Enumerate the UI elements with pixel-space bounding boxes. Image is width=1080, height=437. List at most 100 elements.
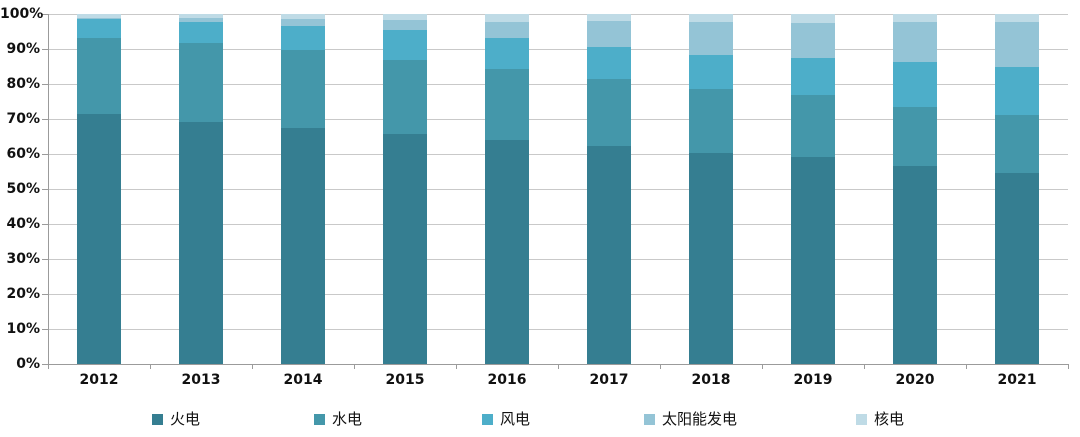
bar-segment-2021-series-0: [995, 172, 1039, 364]
bar-segment-2016-series-4: [485, 14, 529, 22]
x-tick-label: 2018: [691, 372, 731, 388]
bar-segment-2013-series-2: [179, 22, 223, 44]
bar-segment-2020-series-4: [893, 14, 937, 23]
x-tick-label: 2017: [589, 372, 629, 388]
gridline: [48, 83, 1068, 85]
y-axis-line: [48, 14, 49, 365]
bar-segment-2019-series-2: [791, 58, 835, 95]
bar-segment-2020-series-0: [893, 165, 937, 364]
x-tick-label: 2015: [385, 372, 425, 388]
bar-segment-2018-series-0: [689, 153, 733, 364]
gridline: [48, 293, 1068, 295]
legend-item-0: 火电: [152, 408, 200, 430]
bar-segment-2019-series-1: [791, 94, 835, 157]
bar-segment-2014-series-0: [281, 128, 325, 364]
bar-segment-2015-series-4: [383, 14, 427, 20]
gridline: [48, 258, 1068, 260]
gridline: [48, 118, 1068, 120]
bar-segment-2018-series-1: [689, 88, 733, 154]
bar-segment-2017-series-4: [587, 14, 631, 22]
bar-segment-2020-series-3: [893, 22, 937, 63]
y-tick-label: 0%: [16, 356, 40, 372]
bar-segment-2015-series-1: [383, 59, 427, 135]
y-tick-label: 10%: [6, 321, 40, 337]
bar-segment-2020-series-2: [893, 62, 937, 108]
y-tick-label: 70%: [6, 111, 40, 127]
legend-label: 太阳能发电: [662, 409, 738, 428]
y-axis-tick: [42, 13, 48, 15]
gridline: [48, 153, 1068, 155]
bar-segment-2018-series-3: [689, 22, 733, 55]
bar-segment-2016-series-3: [485, 21, 529, 39]
y-tick-label: 90%: [6, 41, 40, 57]
bar-segment-2015-series-0: [383, 134, 427, 364]
y-axis-tick: [42, 153, 48, 155]
x-tick-label: 2016: [487, 372, 527, 388]
bar-segment-2012-series-0: [77, 113, 121, 364]
gridline: [48, 188, 1068, 190]
x-axis-tick: [966, 364, 967, 369]
bar-segment-2017-series-0: [587, 146, 631, 364]
bar-segment-2013-series-0: [179, 121, 223, 364]
x-tick-label: 2014: [283, 372, 323, 388]
bar-segment-2019-series-3: [791, 22, 835, 59]
legend-label: 水电: [332, 409, 363, 428]
legend-label: 核电: [874, 409, 905, 428]
legend-item-1: 水电: [314, 408, 362, 430]
bar-segment-2018-series-4: [689, 14, 733, 23]
y-axis-tick: [42, 48, 48, 50]
bar-segment-2015-series-3: [383, 19, 427, 30]
y-tick-label: 30%: [6, 251, 40, 267]
legend-item-4: 核电: [856, 408, 904, 430]
bar-segment-2012-series-4: [77, 14, 121, 19]
y-axis-tick: [42, 118, 48, 120]
x-tick-label: 2012: [79, 372, 119, 388]
gridline: [48, 328, 1068, 330]
y-axis-tick: [42, 258, 48, 260]
y-axis-tick: [42, 223, 48, 225]
bar-segment-2018-series-2: [689, 54, 733, 89]
legend-marker: [644, 413, 655, 425]
bar-segment-2013-series-3: [179, 17, 223, 23]
legend-item-2: 风电: [482, 408, 530, 430]
bar-segment-2012-series-2: [77, 19, 121, 38]
gridline: [48, 223, 1068, 225]
bar-segment-2019-series-0: [791, 156, 835, 364]
legend-label: 火电: [170, 409, 201, 428]
bar-segment-2020-series-1: [893, 107, 937, 166]
y-tick-label: 50%: [6, 181, 40, 197]
x-tick-label: 2020: [895, 372, 935, 388]
bar-segment-2012-series-1: [77, 37, 121, 114]
bar-segment-2015-series-2: [383, 29, 427, 60]
x-axis-tick: [1068, 364, 1069, 369]
x-axis-tick: [456, 364, 457, 369]
bar-segment-2019-series-4: [791, 14, 835, 23]
x-tick-label: 2019: [793, 372, 833, 388]
y-tick-label: 40%: [6, 216, 40, 232]
x-axis-tick: [558, 364, 559, 369]
x-axis-tick: [660, 364, 661, 369]
bar-segment-2021-series-3: [995, 21, 1039, 67]
x-axis-tick: [150, 364, 151, 369]
bar-segment-2013-series-4: [179, 14, 223, 18]
bar-segment-2012-series-3: [77, 18, 121, 20]
x-tick-label: 2021: [997, 372, 1037, 388]
legend-marker: [482, 413, 493, 425]
bar-segment-2021-series-1: [995, 115, 1039, 173]
y-tick-label: 60%: [6, 146, 40, 162]
bar-segment-2021-series-2: [995, 66, 1039, 116]
x-axis-tick: [354, 364, 355, 369]
y-tick-label: 100%: [0, 6, 44, 22]
y-axis-tick: [42, 363, 48, 365]
bar-segment-2016-series-1: [485, 69, 529, 140]
legend-marker: [152, 413, 163, 425]
gridline: [48, 13, 1068, 15]
bar-segment-2021-series-4: [995, 14, 1039, 22]
bar-segment-2017-series-3: [587, 21, 631, 47]
bar-segment-2014-series-3: [281, 19, 325, 26]
legend: 火电 水电 风电 太阳能发电 核电: [0, 404, 1080, 430]
legend-marker: [856, 413, 867, 425]
x-axis-tick: [48, 364, 49, 369]
